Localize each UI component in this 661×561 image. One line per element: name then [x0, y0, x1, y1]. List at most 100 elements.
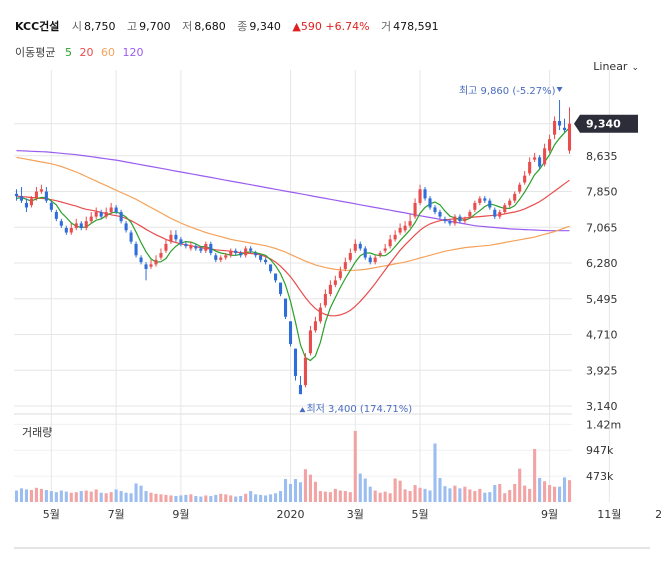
volume-bar [184, 494, 188, 502]
candle-body [159, 253, 163, 258]
candle-body [523, 175, 527, 183]
candle-body [453, 216, 457, 224]
volume-bar [348, 492, 352, 502]
volume-bar [69, 492, 73, 502]
candlesticks [14, 100, 572, 395]
volume-bar [298, 482, 303, 502]
candle-body [154, 259, 158, 265]
volume-bar [259, 494, 263, 502]
candle-body [508, 200, 512, 206]
candle-body [438, 212, 442, 217]
candle-body [234, 250, 238, 254]
volume-bar [174, 495, 178, 502]
volume-bar [179, 495, 183, 502]
volume-axis: 1.42m 947k 473k 거래량 [22, 418, 621, 483]
ma60-line [16, 156, 570, 271]
candle-body [348, 253, 352, 260]
volume-bar [209, 495, 213, 502]
volume-bar [343, 491, 347, 502]
candle-body [109, 207, 113, 213]
candle-body [104, 212, 108, 217]
volume-bar [129, 493, 133, 502]
candle-body [503, 205, 507, 213]
volume-bar [308, 474, 312, 502]
volume-bar [19, 488, 24, 502]
ma-legend-120[interactable]: 120 [122, 46, 144, 59]
price-tick-label: 3,925 [586, 364, 618, 377]
low-value: 8,680 [194, 20, 226, 33]
volume-bar [139, 485, 143, 502]
candle-body [34, 191, 38, 199]
volume-bar [538, 477, 542, 502]
candle-body [388, 239, 392, 247]
candle-body [29, 198, 33, 206]
candle-body [129, 232, 133, 242]
volume-bar [79, 491, 83, 502]
volume-bar [388, 493, 392, 502]
candle-body [14, 193, 19, 197]
volume-bar [413, 485, 417, 502]
time-tick-label: 11월 [597, 508, 621, 521]
volume-bar [234, 496, 238, 502]
candle-body [64, 227, 68, 233]
candle-body [423, 189, 427, 199]
candle-body [74, 223, 78, 228]
candle-body [204, 243, 208, 251]
scale-dropdown[interactable]: Linear ⌄ [593, 60, 639, 73]
volume-bar [428, 490, 432, 502]
ma-legend-5[interactable]: 5 [64, 46, 72, 59]
candle-body [54, 212, 58, 219]
volume-bar [418, 487, 422, 502]
candle-body [553, 120, 557, 135]
volume-bar [458, 488, 462, 502]
ma120-line [16, 150, 570, 232]
candle-body [567, 123, 572, 151]
candle-body [528, 161, 532, 174]
current-price-tag [574, 114, 638, 133]
low-label: 저 [182, 20, 193, 33]
candle-body [443, 218, 447, 222]
current-price-label: 9,340 [586, 118, 621, 131]
ma-legend-20[interactable]: 20 [79, 46, 94, 59]
volume-bar [134, 483, 138, 502]
volume-bar [144, 491, 148, 502]
open-label: 시 [71, 20, 83, 33]
candle-body [114, 207, 118, 213]
candle-body [269, 264, 273, 272]
volume-bar [249, 491, 253, 502]
time-tick-label: 9월 [541, 508, 558, 521]
candle-body [353, 243, 357, 251]
candle-body [373, 257, 377, 263]
candle-body [259, 255, 263, 260]
price-tick-label: 4,710 [586, 329, 618, 342]
scale-label: Linear [593, 60, 628, 73]
volume-bar [119, 491, 123, 502]
candle-body [124, 223, 128, 231]
volume-bar [239, 495, 243, 502]
volume-bar [204, 495, 208, 502]
price-tick-label: 3,140 [586, 400, 618, 413]
volume-bar [373, 490, 377, 502]
candle-body [488, 200, 492, 208]
volume-bar [219, 493, 223, 502]
candle-body [413, 202, 417, 217]
volume-bar [338, 490, 342, 502]
candle-body [288, 321, 293, 345]
volume-bar [358, 473, 362, 502]
volume-label: 거 [381, 20, 392, 33]
candle-body [403, 225, 407, 231]
price-gridlines [14, 123, 650, 549]
high-label: 고 [127, 20, 138, 33]
min-marker-icon [299, 407, 306, 413]
candle-body [84, 221, 88, 228]
time-gridlines [50, 70, 610, 502]
volume-bar [423, 488, 427, 502]
volume-bar [498, 483, 502, 502]
ma-legend-60[interactable]: 60 [100, 46, 115, 59]
candle-body [239, 253, 243, 256]
candle-body [458, 216, 462, 222]
candle-body [333, 280, 337, 285]
candle-body [119, 212, 123, 222]
volume-bar [398, 480, 402, 502]
